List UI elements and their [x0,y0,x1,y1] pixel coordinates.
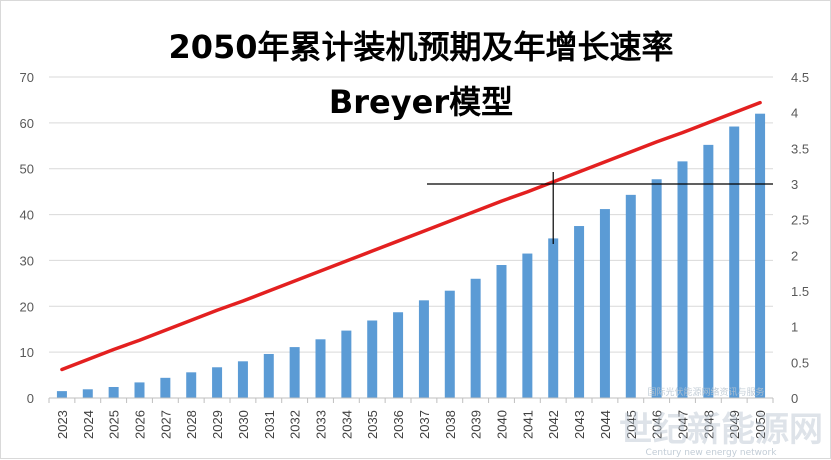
left-y-tick-label: 0 [27,391,34,406]
watermark-sub: Century new energy network [646,448,778,458]
x-tick-label: 2035 [365,410,380,439]
x-tick-label: 2039 [469,410,484,439]
chart-subtitle: Breyer模型 [329,83,513,121]
x-tick-label: 2032 [288,410,303,439]
x-tick-label: 2024 [81,410,96,439]
growth-rate-line [60,100,762,372]
right-y-tick-label: 4 [791,106,798,121]
x-tick-label: 2041 [520,410,535,439]
bar-2035 [367,320,378,398]
right-y-tick-label: 4.5 [791,70,809,85]
bar-2026 [134,382,145,398]
bar-2028 [186,372,197,398]
bar-2036 [393,312,404,398]
bar-2034 [341,330,352,398]
left-y-tick-label: 70 [20,70,34,85]
left-y-tick-label: 10 [20,345,34,360]
x-tick-label: 2049 [727,410,742,439]
watermark-main: 世纪新能源网 [619,410,823,450]
x-tick-label: 2028 [184,410,199,439]
bar-2043 [574,226,585,398]
x-tick-label: 2037 [417,410,432,439]
crosshair-annotation [427,172,773,244]
bar-2031 [263,353,274,398]
bar-2041 [522,253,533,398]
right-y-axis: 0 0.5 1 1.5 2 2.5 3 3.5 4 4.5 [791,70,809,406]
left-y-tick-label: 50 [20,162,34,177]
bar-2039 [470,278,481,398]
x-tick-label: 2047 [676,410,691,439]
bar-2024 [82,389,93,398]
right-y-tick-label: 0 [791,391,798,406]
right-y-tick-label: 3 [791,177,798,192]
x-tick-label: 2034 [339,410,354,439]
watermark-small: 国际光伏能源网络资讯与服务 [647,386,764,398]
bar-2033 [315,339,326,398]
bar-2040 [496,265,507,398]
bar-2032 [289,347,300,398]
bar-2049 [729,126,740,399]
right-y-tick-label: 2.5 [791,213,809,228]
right-y-tick-label: 1.5 [791,284,809,299]
x-tick-label: 2025 [107,410,122,439]
bar-2047 [677,161,688,398]
bar-2042 [548,238,559,398]
x-tick-label: 2023 [55,410,70,439]
right-y-tick-label: 3.5 [791,141,809,156]
x-tick-label: 2033 [314,410,329,439]
bar-2025 [108,386,119,398]
watermark: 世纪新能源网 Century new energy network 国际光伏能源… [619,386,823,458]
x-tick-label: 2029 [210,410,225,439]
bar-2029 [212,367,223,398]
bar-series [56,113,766,399]
x-tick-label: 2048 [701,410,716,439]
left-y-axis: 0 10 20 30 40 50 60 70 [20,70,34,406]
x-tick-label: 2030 [236,410,251,439]
bar-2027 [160,377,171,398]
x-tick-label: 2050 [753,410,768,439]
bar-2044 [599,209,610,398]
left-y-tick-label: 40 [20,208,34,223]
x-tick-label: 2044 [598,410,613,439]
x-tick-label: 2036 [391,410,406,439]
bar-2038 [444,290,455,398]
bar-2048 [703,144,714,398]
x-tick-label: 2031 [262,410,277,439]
left-y-tick-label: 60 [20,116,34,131]
bar-2045 [625,194,636,398]
left-y-tick-label: 30 [20,253,34,268]
x-tick-label: 2046 [650,410,665,439]
bar-2023 [56,391,67,398]
right-y-tick-label: 1 [791,320,798,335]
bar-2037 [418,300,429,398]
bar-2050 [755,113,766,398]
x-tick-label: 2027 [158,410,173,439]
chart-title: 2050年累计装机预期及年增长速率 [168,28,673,66]
bar-2046 [651,179,662,398]
right-y-tick-label: 0.5 [791,355,809,370]
x-tick-label: 2045 [624,410,639,439]
left-y-tick-label: 20 [20,299,34,314]
gridlines [49,76,773,399]
growth-rate-polyline [60,100,762,372]
x-tick-label: 2042 [546,410,561,439]
right-y-tick-label: 2 [791,248,798,263]
x-tick-label: 2040 [495,410,510,439]
bar-2030 [237,361,248,398]
x-axis: 2023 2024 2025 2026 2027 2028 2029 2030 2031 2032… [48,397,774,439]
x-tick-label: 2043 [572,410,587,439]
x-tick-label: 2026 [133,410,148,439]
x-tick-label: 2038 [443,410,458,439]
